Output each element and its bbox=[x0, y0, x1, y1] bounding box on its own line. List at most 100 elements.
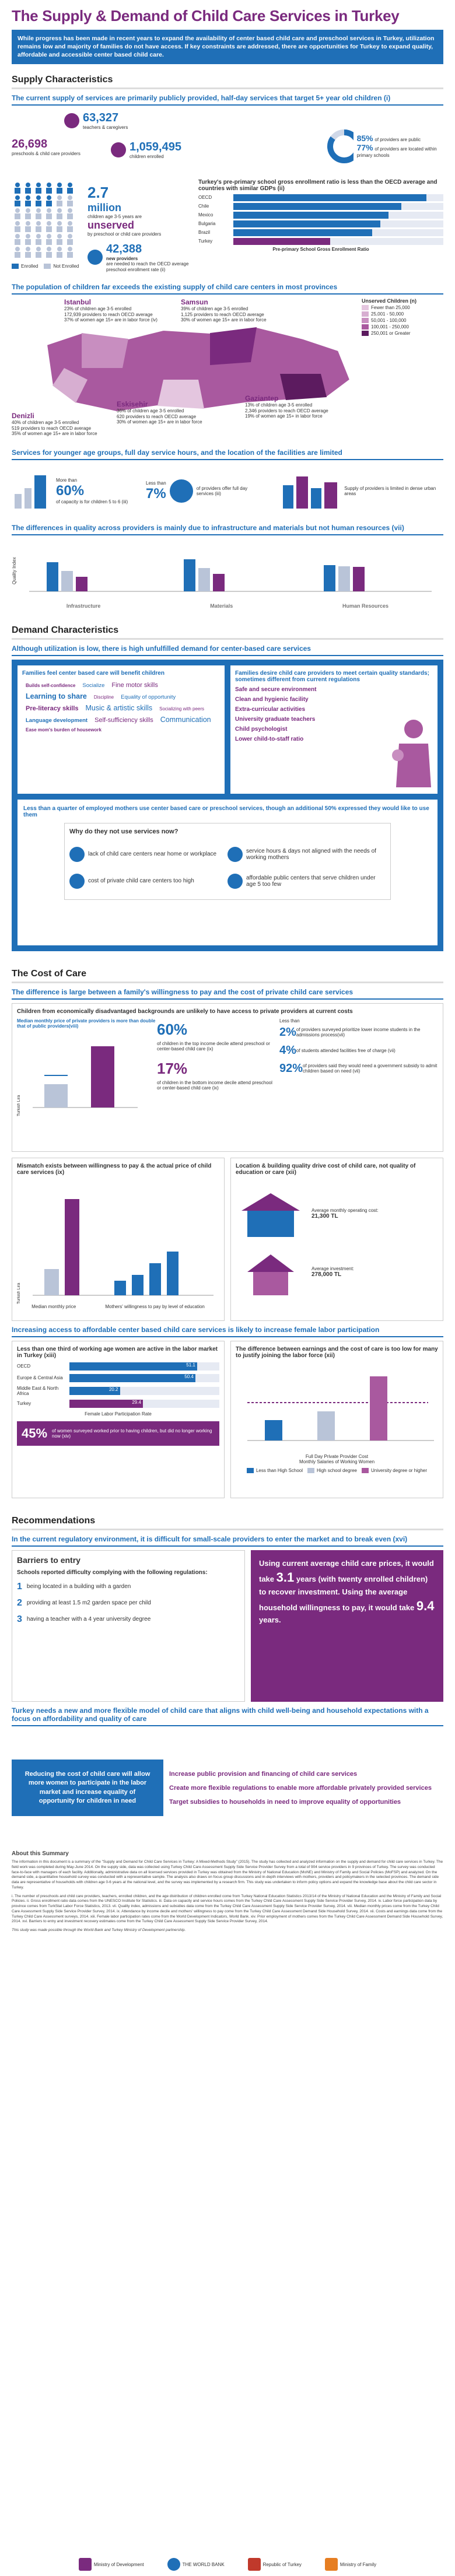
person-icon bbox=[67, 246, 73, 258]
page-title: The Supply & Demand of Child Care Servic… bbox=[12, 7, 400, 24]
reason-item: lack of child care centers near home or … bbox=[69, 846, 228, 862]
mother-child-icon bbox=[392, 719, 431, 787]
notes: About this Summary The information in th… bbox=[12, 1850, 443, 1933]
intro-banner: While progress has been made in recent y… bbox=[12, 30, 443, 64]
supply-heading: Supply Characteristics bbox=[12, 75, 443, 89]
supply-stats: 63,327 teachers & caregivers 26,698 presch… bbox=[12, 109, 327, 179]
map-legend: Unserved Children (n) Fewer than 25,000 2… bbox=[362, 298, 443, 337]
city-denizli: Denizli 40% of children age 3-5 enrolled 5… bbox=[12, 411, 97, 437]
oecd-bar bbox=[233, 229, 372, 236]
benefit-word: Ease mom's burden of housework bbox=[26, 727, 102, 733]
median-price-chart bbox=[33, 1046, 138, 1108]
lfp-box: Less than one third of working age women… bbox=[12, 1340, 225, 1498]
oecd-country-label: Bulgaria bbox=[198, 221, 216, 227]
header: The Supply & Demand of Child Care Servic… bbox=[0, 0, 455, 64]
reason-icon bbox=[228, 846, 243, 862]
reason-item: affordable public centers that serve chi… bbox=[228, 873, 386, 889]
barrier-number: 1 bbox=[17, 1581, 22, 1592]
standard-item: Lower child-to-staff ratio bbox=[235, 735, 304, 742]
person-icon bbox=[25, 233, 31, 245]
benefit-word: Equality of opportunity bbox=[121, 693, 176, 700]
lfp-region-label: Middle East & North Africa bbox=[17, 1385, 59, 1396]
recs-r2-title: Turkey needs a new and more flexible mod… bbox=[12, 1706, 443, 1726]
oecd-bar bbox=[233, 211, 389, 219]
why-box: Less than a quarter of employed mothers … bbox=[18, 799, 438, 945]
map-section: Istanbul 23% of children age 3-5 enrolled… bbox=[12, 298, 443, 444]
person-icon bbox=[15, 220, 20, 232]
earnings-box: The difference between earnings and the … bbox=[230, 1340, 443, 1498]
oecd-bar bbox=[233, 237, 330, 245]
person-icon bbox=[25, 182, 31, 194]
barrier-item: 3 having a teacher with a 4 year universi… bbox=[17, 1614, 151, 1624]
person-icon bbox=[15, 182, 20, 194]
oecd-bar-row: Bulgaria bbox=[198, 220, 443, 227]
benefit-word: Language development bbox=[26, 717, 88, 724]
person-icon bbox=[25, 195, 31, 206]
reason-item: cost of private child care centers too h… bbox=[69, 873, 228, 889]
cost-c2-title: Increasing access to affordable center b… bbox=[12, 1326, 443, 1337]
map-legend-item: Fewer than 25,000 bbox=[362, 304, 443, 310]
demand-d1-title: Although utilization is low, there is hi… bbox=[12, 644, 443, 656]
logo-family: Ministry of Family bbox=[324, 2558, 376, 2571]
person-icon bbox=[46, 246, 52, 258]
city-samsun: Samsun 39% of children age 3-5 enrolled 1,… bbox=[181, 297, 267, 323]
standard-item: Child psychologist bbox=[235, 726, 288, 733]
benefit-word: Builds self-confidence bbox=[26, 682, 76, 688]
logo-mod: Ministry of Development bbox=[78, 2558, 144, 2571]
benefit-word-cloud: Builds self-confidence Socialize Fine moto… bbox=[22, 680, 220, 734]
building-icon-large bbox=[242, 1193, 300, 1237]
person-icon bbox=[46, 182, 52, 194]
public-providers: 85% of providers are public 77% of provi… bbox=[327, 109, 443, 179]
standard-item: Extra-curricular activities bbox=[235, 706, 306, 713]
person-icon bbox=[15, 233, 20, 245]
lfp-bar-row: Middle East & North Africa 20.2 bbox=[17, 1386, 219, 1396]
city-istanbul: Istanbul 23% of children age 3-5 enrolled… bbox=[64, 297, 158, 323]
oecd-bar-row: Chile bbox=[198, 202, 443, 210]
person-icon bbox=[67, 208, 73, 219]
city-eskisehir: Eskisehir 36% of children age 3-5 enrolle… bbox=[117, 399, 202, 425]
person-icon bbox=[46, 220, 52, 232]
person-icon bbox=[46, 208, 52, 219]
lfp-bar-row: Turkey 29.4 bbox=[17, 1399, 219, 1408]
map-legend-item: 100,001 - 250,000 bbox=[362, 324, 443, 330]
logo-worldbank: THE WORLD BANK bbox=[167, 2558, 225, 2571]
person-icon bbox=[36, 182, 41, 194]
oecd-bar bbox=[233, 194, 427, 201]
oecd-country-label: Brazil bbox=[198, 230, 211, 236]
city-gaziantep: Gaziantep 13% of children age 3-5 enrolle… bbox=[245, 394, 328, 419]
lfp-region-label: Turkey bbox=[17, 1401, 32, 1407]
map-legend-item: 50,001 - 100,000 bbox=[362, 317, 443, 323]
person-icon bbox=[15, 208, 20, 219]
map-legend-item: 250,001 or Greater bbox=[362, 330, 443, 336]
lfp-bar: 29.4 bbox=[69, 1399, 143, 1408]
quality-group-labels: Infrastructure Materials Human Resources bbox=[66, 602, 389, 609]
person-icon bbox=[36, 208, 41, 219]
demand-heading: Demand Characteristics bbox=[12, 625, 443, 640]
benefit-word: Communication bbox=[160, 715, 211, 724]
person-icon bbox=[57, 195, 62, 206]
standard-item: Safe and secure environment bbox=[235, 686, 317, 693]
benefit-word: Music & artistic skills bbox=[85, 703, 153, 712]
supply-s2-title: The population of children far exceeds t… bbox=[12, 283, 443, 295]
standards-box: Families desire child care providers to … bbox=[230, 665, 438, 794]
person-icon bbox=[25, 220, 31, 232]
lfp-bar-row: OECD 51.1 bbox=[17, 1362, 219, 1371]
lfp-region-label: Europe & Central Asia bbox=[17, 1375, 63, 1381]
barrier-item: 2 providing at least 1.5 m2 garden space … bbox=[17, 1597, 151, 1608]
lfp-bar: 50.4 bbox=[69, 1373, 195, 1382]
person-icon bbox=[36, 233, 41, 245]
oecd-bar-row: OECD bbox=[198, 194, 443, 201]
person-icon bbox=[57, 220, 62, 232]
person-icon bbox=[57, 246, 62, 258]
person-icon bbox=[15, 246, 20, 258]
supply-stats-row: 63,327 teachers & caregivers 26,698 presch… bbox=[12, 109, 443, 179]
benefit-word: Discipline bbox=[93, 694, 114, 700]
person-icon bbox=[36, 246, 41, 258]
investment-recovery: Using current average child care prices,… bbox=[251, 1550, 443, 1702]
benefits-box: Families feel center based care will ben… bbox=[18, 665, 225, 794]
person-icon bbox=[15, 195, 20, 206]
child-icon bbox=[111, 142, 126, 157]
oecd-bar bbox=[233, 202, 401, 210]
teacher-icon bbox=[64, 113, 79, 128]
